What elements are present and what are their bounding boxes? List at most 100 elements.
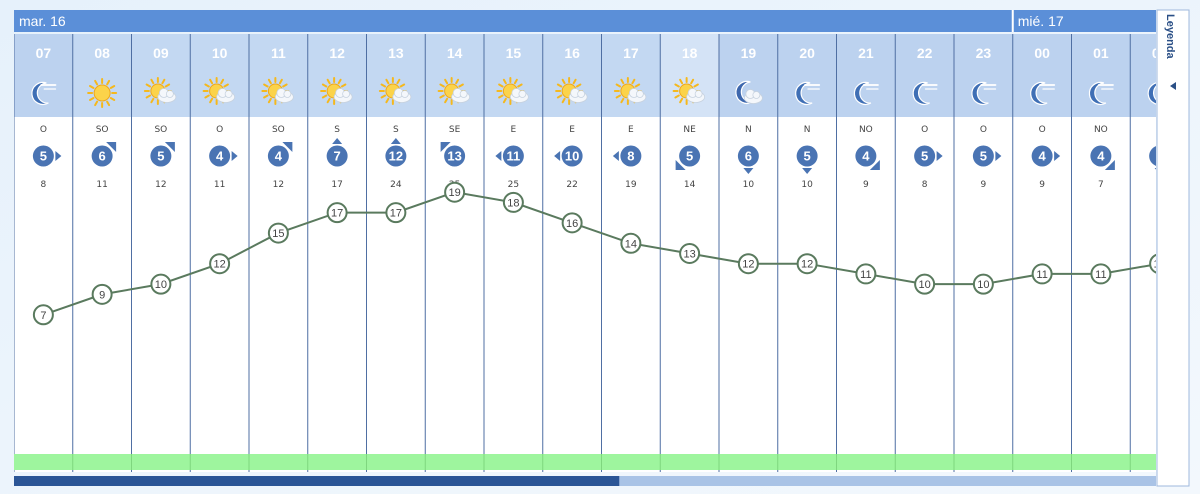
wind-direction-arrow — [995, 151, 1002, 161]
sun-cloud-icon — [437, 77, 471, 105]
wind-speed-marker: 5 — [972, 145, 1002, 167]
hour-label: 20 — [799, 45, 815, 61]
cloud-part — [283, 90, 292, 98]
hour-label: 01 — [1093, 45, 1109, 61]
sun-ray — [337, 78, 342, 85]
sun-ray — [498, 94, 504, 99]
cloud-part — [518, 90, 527, 98]
temperature-point-circle — [1149, 253, 1156, 274]
temperature-point: 11 — [1090, 263, 1112, 285]
precipitation-bar — [14, 454, 1156, 470]
wind-speed-marker: 11 — [495, 145, 524, 167]
temperature-point: 11 — [1031, 263, 1053, 285]
sun-ray — [209, 78, 214, 85]
wind-direction-label: O — [40, 125, 47, 135]
wind-speed-marker: 10 — [554, 145, 583, 167]
sun-cloud-icon — [143, 77, 177, 105]
legend-expand-icon[interactable] — [1170, 82, 1176, 90]
sun-ray — [267, 78, 272, 85]
wind-circle — [444, 145, 466, 167]
sun-disc — [93, 84, 111, 102]
wind-speed-marker: 12 — [385, 138, 407, 167]
temperature-value: 16 — [566, 218, 578, 230]
hour-label: 11 — [271, 45, 286, 61]
temperature-value: 12 — [801, 259, 813, 271]
legend-panel[interactable] — [1156, 9, 1190, 487]
wind-circle — [561, 145, 583, 167]
cloud-part — [635, 90, 644, 98]
sun-ray — [396, 78, 401, 85]
sun-ray — [439, 94, 445, 99]
sun-ray — [615, 94, 622, 99]
sun-ray — [444, 97, 449, 104]
sun-ray — [204, 83, 210, 88]
scrollbar-thumb[interactable] — [14, 476, 620, 486]
temperature-value: 12 — [214, 259, 226, 271]
wind-gust-label: 22 — [566, 180, 577, 190]
wind-gust-label: 17 — [331, 180, 342, 190]
sun-ray — [444, 78, 449, 85]
wind-direction-arrow — [1154, 168, 1156, 170]
sun-ray — [674, 94, 680, 99]
wind-speed-marker: 5 — [150, 142, 175, 167]
wind-speed-marker: 4 — [209, 145, 238, 167]
horizontal-scrollbar[interactable] — [14, 476, 1156, 486]
temperature-point: 11 — [855, 263, 877, 285]
sun-ray — [94, 100, 99, 107]
wind-circle — [1090, 145, 1112, 167]
temperature-value: 9 — [99, 289, 105, 301]
wind-direction-arrow — [231, 151, 238, 161]
moon-shape — [1030, 81, 1048, 106]
sun-ray — [326, 97, 331, 104]
sun-ray — [502, 97, 507, 104]
sun-ray — [572, 78, 577, 85]
temperature-point: 12 — [796, 253, 818, 275]
temperature-point-circle — [385, 202, 407, 224]
hour-label: 17 — [623, 45, 639, 61]
wind-speed-marker: 4 — [855, 145, 880, 170]
wind-direction-label: E — [628, 125, 634, 135]
wind-speed-marker: 7 — [326, 138, 348, 167]
wind-circle — [385, 145, 407, 167]
sun-ray — [498, 83, 504, 88]
cloud-part — [165, 90, 174, 98]
wind-direction-arrow — [802, 168, 813, 174]
wind-speed-value: 12 — [389, 149, 403, 164]
wind-speed-value: 4 — [1097, 149, 1105, 164]
wind-direction-arrow — [936, 151, 943, 161]
wind-direction-label: E — [569, 125, 575, 135]
sun-ray — [439, 83, 445, 88]
wind-direction-arrow — [164, 142, 175, 152]
temperature-point-circle — [267, 222, 289, 244]
sun-cloud-icon — [261, 77, 294, 105]
wind-circle — [326, 145, 348, 167]
sun-ray — [561, 97, 566, 104]
wind-speed-value: 4 — [862, 149, 870, 164]
legend-label[interactable]: Leyenda — [1164, 14, 1176, 60]
sun-ray — [455, 78, 460, 85]
wind-gust-label: 12 — [155, 180, 166, 190]
wind-gust-label: 10 — [743, 180, 755, 190]
sun-ray — [150, 97, 155, 104]
hour-label: 15 — [506, 45, 522, 61]
temperature-point: 13 — [679, 243, 701, 264]
temperature-value: 7 — [40, 310, 46, 322]
wind-speed-marker: 4 — [1031, 145, 1061, 167]
sun-ray — [145, 83, 152, 88]
wind-gust-label: 12 — [273, 180, 284, 190]
temperature-point-circle — [444, 181, 466, 203]
sun-cloud-icon — [496, 77, 529, 105]
wind-speed-value: 5 — [980, 149, 987, 164]
wind-circle — [914, 145, 936, 167]
sun-ray — [340, 83, 347, 88]
wind-gust-label: 25 — [508, 180, 519, 190]
temperature-value: 13 — [684, 249, 696, 261]
moon-shape — [31, 81, 49, 106]
temperature-value: 19 — [449, 187, 461, 199]
temperature-point-circle — [150, 273, 172, 295]
hour-label: 23 — [976, 45, 992, 61]
cloud-part — [342, 90, 351, 98]
sun-ray — [620, 97, 625, 104]
moon-icon — [1030, 81, 1056, 106]
wind-speed-marker: 5 — [914, 145, 943, 167]
